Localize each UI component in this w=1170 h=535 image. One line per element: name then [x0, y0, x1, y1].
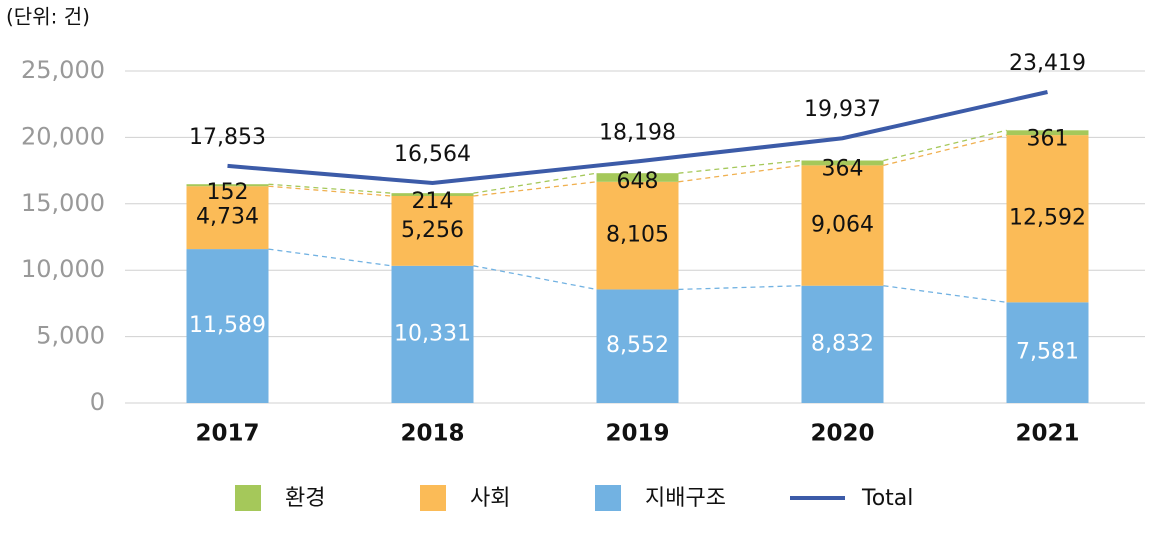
bar-segment: [391, 193, 474, 197]
data-label: 361: [1027, 126, 1069, 151]
connector: [268, 183, 392, 194]
bar-segment: [1006, 302, 1089, 403]
connector: [473, 181, 597, 197]
data-label: 8,832: [811, 331, 874, 356]
connector: [473, 172, 597, 194]
data-label: 648: [617, 169, 659, 194]
connector: [473, 265, 597, 291]
bar-segment: [801, 285, 884, 403]
connector: [268, 248, 392, 267]
y-tick-label: 25,000: [21, 56, 105, 84]
data-label: 8,105: [606, 223, 669, 248]
y-tick-label: 0: [90, 388, 105, 416]
x-tick-label: 2018: [400, 421, 464, 447]
bar-segment: [596, 181, 679, 290]
x-tick-label: 2021: [1015, 421, 1079, 447]
data-label: 18,198: [599, 120, 676, 145]
connector: [678, 164, 802, 183]
data-label: 19,937: [804, 97, 881, 122]
legend-swatch: [235, 485, 261, 511]
connector: [268, 185, 392, 197]
bar-segment: [186, 184, 269, 187]
data-label: 5,256: [401, 218, 464, 243]
data-label: 17,853: [189, 125, 266, 150]
data-label: 7,581: [1016, 340, 1079, 365]
bar-segment: [1006, 135, 1089, 303]
connector: [678, 159, 802, 174]
bar-segment: [801, 165, 884, 286]
y-tick-label: 5,000: [36, 322, 105, 350]
data-label: 8,552: [606, 333, 669, 358]
bar-segment: [186, 249, 269, 403]
connector: [678, 285, 802, 291]
bar-segment: [596, 289, 679, 403]
connector: [883, 285, 1007, 303]
legend-label: 사회: [470, 486, 510, 511]
data-label: 214: [412, 189, 454, 214]
data-label: 23,419: [1009, 51, 1086, 76]
bar-segment: [596, 173, 679, 182]
data-label: 10,331: [394, 321, 471, 346]
data-label: 16,564: [394, 142, 471, 167]
y-tick-label: 15,000: [21, 189, 105, 217]
unit-label: (단위: 건): [6, 5, 90, 29]
data-label: 11,589: [189, 313, 266, 338]
y-tick-label: 10,000: [21, 255, 105, 283]
y-tick-label: 20,000: [21, 122, 105, 150]
x-tick-label: 2019: [605, 421, 669, 447]
bar-segment: [391, 265, 474, 403]
x-tick-label: 2017: [195, 421, 259, 447]
legend-swatch: [595, 485, 621, 511]
bar-segment: [391, 196, 474, 266]
bar-segment: [1006, 130, 1089, 136]
bar-segment: [801, 160, 884, 166]
legend-swatch: [420, 485, 446, 511]
data-label: 4,734: [196, 205, 259, 230]
data-label: 12,592: [1009, 206, 1086, 231]
legend-label: Total: [861, 486, 913, 511]
data-label: 9,064: [811, 213, 874, 238]
data-label: 152: [207, 180, 249, 205]
data-label: 364: [822, 157, 864, 182]
bar-segment: [186, 186, 269, 250]
connector: [883, 129, 1007, 162]
total-line: [227, 90, 1048, 186]
legend-label: 환경: [285, 486, 325, 511]
legend-label: 지배구조: [645, 486, 726, 511]
connector: [883, 134, 1007, 166]
x-tick-label: 2020: [810, 421, 874, 447]
